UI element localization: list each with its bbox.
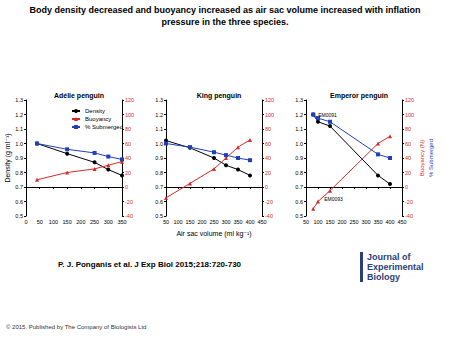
svg-text:0.7: 0.7 <box>155 184 163 190</box>
svg-text:1.1: 1.1 <box>295 126 303 132</box>
svg-text:1.2: 1.2 <box>155 112 163 118</box>
svg-text:-20: -20 <box>125 199 133 205</box>
svg-text:60: 60 <box>125 141 131 147</box>
svg-text:-40: -40 <box>265 213 273 219</box>
svg-text:80: 80 <box>265 126 271 132</box>
svg-text:Density (g ml⁻¹): Density (g ml⁻¹) <box>4 133 12 182</box>
svg-text:200: 200 <box>197 219 206 225</box>
svg-text:King penguin: King penguin <box>197 92 242 100</box>
svg-text:Buoyancy (N): Buoyancy (N) <box>419 140 425 176</box>
svg-text:400: 400 <box>245 219 254 225</box>
svg-text:% Submerged: % Submerged <box>85 124 123 130</box>
svg-text:0.8: 0.8 <box>295 170 303 176</box>
svg-text:1.3: 1.3 <box>15 97 23 103</box>
svg-text:1.1: 1.1 <box>155 126 163 132</box>
svg-text:100: 100 <box>265 112 274 118</box>
svg-text:1.3: 1.3 <box>155 97 163 103</box>
svg-text:450: 450 <box>257 219 266 225</box>
svg-text:EM0093: EM0093 <box>324 196 343 202</box>
svg-text:-40: -40 <box>405 213 413 219</box>
svg-text:250: 250 <box>349 219 358 225</box>
svg-text:1.2: 1.2 <box>15 112 23 118</box>
svg-text:250: 250 <box>209 219 218 225</box>
svg-text:120: 120 <box>125 97 134 103</box>
svg-text:0.9: 0.9 <box>155 155 163 161</box>
svg-text:0.7: 0.7 <box>295 184 303 190</box>
svg-text:100: 100 <box>405 112 414 118</box>
svg-text:40: 40 <box>265 155 271 161</box>
svg-text:Density: Density <box>85 108 105 114</box>
svg-text:0: 0 <box>24 219 27 225</box>
svg-text:1.3: 1.3 <box>295 97 303 103</box>
svg-text:100: 100 <box>125 112 134 118</box>
svg-text:100: 100 <box>313 219 322 225</box>
html-text:Body density decreased and buo: Body density decreased and buoyancy incr… <box>29 5 421 27</box>
svg-text:0: 0 <box>405 184 408 190</box>
svg-text:450: 450 <box>397 219 406 225</box>
svg-text:0.9: 0.9 <box>295 155 303 161</box>
svg-text:0.8: 0.8 <box>15 170 23 176</box>
svg-text:20: 20 <box>125 170 131 176</box>
svg-text:300: 300 <box>221 219 230 225</box>
html-text:© 2015. Published by The Compa: © 2015. Published by The Company of Biol… <box>6 324 147 330</box>
svg-text:1.1: 1.1 <box>15 126 23 132</box>
svg-text:-40: -40 <box>125 213 133 219</box>
svg-text:0.6: 0.6 <box>15 199 23 205</box>
svg-text:Air sac volume (ml kg⁻¹): Air sac volume (ml kg⁻¹) <box>176 230 251 238</box>
svg-text:80: 80 <box>125 126 131 132</box>
svg-text:-20: -20 <box>265 199 273 205</box>
svg-text:1.0: 1.0 <box>155 141 163 147</box>
svg-text:0: 0 <box>125 184 128 190</box>
svg-text:60: 60 <box>405 141 411 147</box>
svg-text:0.6: 0.6 <box>295 199 303 205</box>
svg-text:-20: -20 <box>405 199 413 205</box>
svg-text:100: 100 <box>173 219 182 225</box>
svg-text:0.5: 0.5 <box>155 213 163 219</box>
svg-text:1.0: 1.0 <box>295 141 303 147</box>
svg-text:300: 300 <box>104 219 113 225</box>
svg-text:Adélie penguin: Adélie penguin <box>54 92 104 100</box>
svg-text:150: 150 <box>325 219 334 225</box>
svg-text:400: 400 <box>385 219 394 225</box>
svg-text:80: 80 <box>405 126 411 132</box>
svg-text:150: 150 <box>63 219 72 225</box>
svg-text:0.8: 0.8 <box>155 170 163 176</box>
svg-text:250: 250 <box>90 219 99 225</box>
svg-text:0.5: 0.5 <box>15 213 23 219</box>
svg-text:0.9: 0.9 <box>15 155 23 161</box>
svg-text:20: 20 <box>405 170 411 176</box>
svg-text:0: 0 <box>265 184 268 190</box>
svg-text:120: 120 <box>405 97 414 103</box>
svg-text:350: 350 <box>233 219 242 225</box>
html-text:Journal of Experimental Biolog: Journal of Experimental Biology <box>367 252 424 282</box>
svg-text:20: 20 <box>265 170 271 176</box>
svg-text:EM0091: EM0091 <box>318 112 337 118</box>
svg-text:1.2: 1.2 <box>295 112 303 118</box>
svg-text:350: 350 <box>117 219 126 225</box>
svg-text:50: 50 <box>303 219 309 225</box>
svg-text:300: 300 <box>361 219 370 225</box>
svg-text:150: 150 <box>185 219 194 225</box>
svg-text:40: 40 <box>405 155 411 161</box>
svg-text:% Submerged: % Submerged <box>428 139 434 177</box>
svg-text:350: 350 <box>373 219 382 225</box>
svg-text:1.0: 1.0 <box>15 141 23 147</box>
svg-text:0.5: 0.5 <box>295 213 303 219</box>
html-text:P. J. Ponganis et al. J Exp Bi: P. J. Ponganis et al. J Exp Biol 2015;21… <box>58 260 242 269</box>
svg-text:100: 100 <box>49 219 58 225</box>
svg-text:Buoyancy: Buoyancy <box>85 116 111 122</box>
svg-text:200: 200 <box>76 219 85 225</box>
svg-text:200: 200 <box>337 219 346 225</box>
svg-text:0.7: 0.7 <box>15 184 23 190</box>
svg-text:0.6: 0.6 <box>155 199 163 205</box>
svg-text:60: 60 <box>265 141 271 147</box>
svg-text:Emperor penguin: Emperor penguin <box>330 92 388 100</box>
svg-text:50: 50 <box>37 219 43 225</box>
svg-text:120: 120 <box>265 97 274 103</box>
svg-text:50: 50 <box>163 219 169 225</box>
svg-text:40: 40 <box>125 155 131 161</box>
